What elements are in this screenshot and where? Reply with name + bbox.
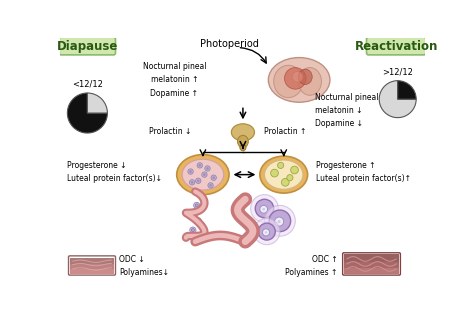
Ellipse shape [190,227,196,233]
Ellipse shape [195,204,198,207]
Ellipse shape [191,228,194,232]
Ellipse shape [187,210,193,216]
Ellipse shape [271,169,278,177]
Ellipse shape [195,218,201,224]
Text: ODC ↑
Polyamines ↑: ODC ↑ Polyamines ↑ [285,255,337,277]
Ellipse shape [202,172,207,177]
Ellipse shape [212,176,215,179]
Ellipse shape [191,181,193,184]
Ellipse shape [278,162,284,168]
Ellipse shape [268,58,330,102]
Ellipse shape [287,175,293,181]
Wedge shape [87,93,108,113]
Ellipse shape [197,219,200,222]
Ellipse shape [240,145,246,151]
FancyBboxPatch shape [70,258,114,264]
FancyBboxPatch shape [344,254,399,262]
Text: Reactivation: Reactivation [355,39,438,53]
Ellipse shape [197,163,202,168]
Ellipse shape [190,180,195,185]
Ellipse shape [182,159,224,190]
FancyBboxPatch shape [366,37,426,55]
Ellipse shape [194,202,200,208]
Text: Nocturnal pineal
melatonin ↓
Dopamine ↓: Nocturnal pineal melatonin ↓ Dopamine ↓ [315,93,378,128]
Ellipse shape [188,169,193,174]
Ellipse shape [274,217,283,226]
Ellipse shape [188,212,191,215]
Ellipse shape [251,195,278,222]
Text: <12/12: <12/12 [72,79,103,88]
Ellipse shape [199,164,201,167]
Ellipse shape [265,231,267,233]
Ellipse shape [262,208,265,211]
Ellipse shape [197,179,200,182]
FancyBboxPatch shape [70,268,114,274]
Text: Diapause: Diapause [57,39,118,53]
Ellipse shape [263,229,270,236]
Ellipse shape [264,160,303,189]
Text: ODC ↓
Polyamines↓: ODC ↓ Polyamines↓ [119,255,169,277]
Ellipse shape [292,71,303,82]
Wedge shape [379,81,416,118]
Ellipse shape [198,233,204,239]
FancyBboxPatch shape [344,266,399,274]
Ellipse shape [206,167,209,170]
Ellipse shape [203,173,206,176]
Ellipse shape [260,156,308,193]
Ellipse shape [284,68,306,89]
Ellipse shape [264,205,295,236]
Text: Progesterone ↑
Luteal protein factor(s)↑: Progesterone ↑ Luteal protein factor(s)↑ [316,161,411,183]
Ellipse shape [258,223,275,240]
FancyBboxPatch shape [344,260,399,268]
Ellipse shape [205,166,210,171]
FancyBboxPatch shape [59,37,116,55]
Wedge shape [398,81,416,99]
Text: Prolactin ↓: Prolactin ↓ [149,127,191,136]
Text: Progesterone ↓
Luteal protein factor(s)↓: Progesterone ↓ Luteal protein factor(s)↓ [66,161,162,183]
Ellipse shape [237,135,248,148]
Ellipse shape [208,183,213,188]
Ellipse shape [177,155,229,195]
Ellipse shape [211,175,216,180]
Text: Nocturnal pineal
melatonin ↑
Dopamine ↑: Nocturnal pineal melatonin ↑ Dopamine ↑ [143,62,206,98]
Ellipse shape [255,199,273,218]
Ellipse shape [269,210,291,232]
Ellipse shape [298,68,321,95]
Text: Photoperiod: Photoperiod [201,39,259,49]
FancyBboxPatch shape [70,263,114,269]
Ellipse shape [254,218,280,245]
Ellipse shape [231,124,255,141]
Ellipse shape [196,178,201,183]
Ellipse shape [282,178,289,186]
Text: Prolactin ↑: Prolactin ↑ [264,127,307,136]
Text: >12/12: >12/12 [382,68,413,77]
Ellipse shape [260,205,268,213]
Ellipse shape [199,235,202,238]
Ellipse shape [189,170,192,173]
Ellipse shape [278,220,281,223]
Ellipse shape [209,184,212,187]
Ellipse shape [298,69,312,85]
Ellipse shape [291,166,298,174]
Wedge shape [67,93,108,133]
Ellipse shape [273,65,303,98]
